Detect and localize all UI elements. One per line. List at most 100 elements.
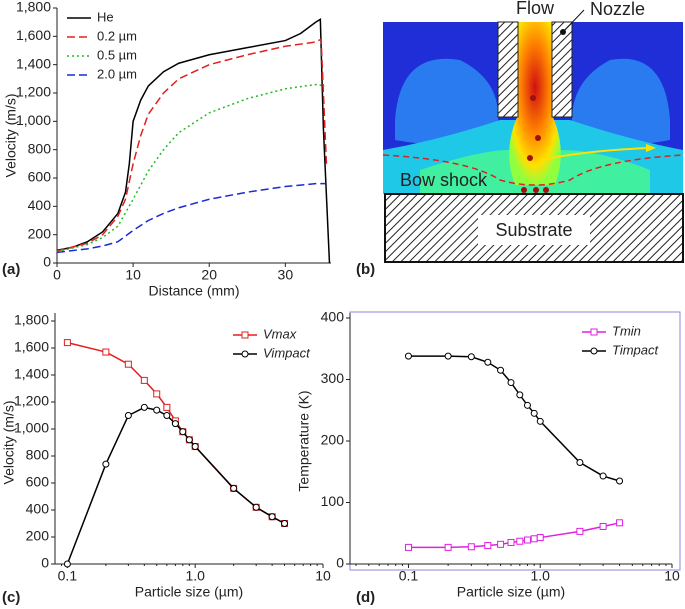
series-line (56, 18, 331, 264)
marker (507, 379, 515, 387)
y-tick-label: 1,400 (14, 366, 49, 382)
y-tick-label: 0 (43, 254, 51, 270)
marker (484, 542, 492, 550)
marker (230, 484, 238, 492)
marker (153, 406, 161, 414)
legend-label: 0.5 µm (97, 47, 137, 62)
y-tick-label: 1,600 (16, 27, 51, 43)
marker (444, 543, 452, 551)
particle (521, 187, 527, 193)
y-tick-label: 1,200 (16, 84, 51, 100)
x-tick-label: 0.1 (58, 568, 78, 584)
bow-shock-label: Bow shock (400, 170, 488, 190)
bow-shock-line (382, 154, 684, 186)
flow-arrow (539, 147, 651, 161)
marker (497, 540, 505, 548)
marker (616, 519, 624, 527)
y-tick-label: 0 (336, 555, 344, 571)
y-axis-label: Velocity (m/s) (3, 93, 19, 177)
marker (163, 403, 171, 411)
panel-label: (b) (356, 261, 375, 278)
legend-label: Timpact (612, 342, 660, 357)
marker (63, 560, 71, 568)
y-tick-label: 800 (26, 447, 50, 463)
y-tick-label: 1,600 (14, 339, 49, 355)
marker (124, 412, 132, 419)
marker (497, 366, 505, 374)
x-tick-label: 20 (201, 267, 217, 283)
marker (467, 543, 475, 551)
marker (516, 391, 524, 399)
marker (523, 401, 531, 409)
simulation-diagram: Flow Nozzle Bow shock Substrate (382, 0, 684, 263)
nozzle-label: Nozzle (590, 0, 645, 19)
marker (484, 358, 492, 366)
x-tick-label: 10 (315, 568, 331, 584)
marker (102, 348, 110, 356)
x-tick-label: 10 (664, 568, 680, 584)
x-tick-label: 0.1 (399, 568, 419, 584)
marker (444, 352, 452, 360)
marker (599, 472, 607, 480)
marker (507, 538, 515, 546)
y-tick-label: 1,000 (14, 420, 49, 436)
y-tick-label: 400 (321, 309, 345, 325)
panel-label: (a) (2, 261, 20, 278)
x-tick-label: 30 (278, 267, 294, 283)
marker (268, 513, 276, 521)
vortex (572, 58, 670, 145)
y-tick-label: 1,800 (14, 312, 49, 328)
marker (599, 522, 607, 530)
marker (140, 376, 148, 384)
marker (140, 403, 148, 411)
x-axis-label: Particle size (µm) (135, 584, 243, 600)
series-line (408, 355, 620, 482)
substrate-label-box (478, 215, 590, 245)
vortex (395, 58, 499, 145)
nozzle-pointer (562, 9, 585, 33)
y-axis-label: Temperature (K) (296, 390, 312, 491)
flow-label: Flow (516, 0, 555, 18)
x-tick-label: 1.0 (185, 568, 205, 584)
plume (509, 22, 561, 185)
legend-label: Vimpact (263, 345, 311, 360)
x-tick-label: 10 (125, 267, 141, 283)
series-line (56, 182, 326, 254)
legend-marker (590, 328, 598, 336)
marker (171, 420, 179, 428)
marker (185, 436, 193, 444)
y-tick-label: 1,200 (14, 393, 49, 409)
particle (543, 187, 549, 193)
legend-label: 0.2 µm (97, 28, 137, 43)
series-line (56, 37, 328, 252)
panel-label: (d) (356, 589, 375, 606)
marker (404, 543, 412, 551)
marker (63, 339, 71, 347)
particle (530, 95, 536, 101)
marker (536, 417, 544, 425)
legend-label: 2.0 µm (97, 66, 137, 81)
legend-marker (590, 347, 598, 355)
marker (530, 535, 538, 543)
y-axis-label: Velocity (m/s) (1, 400, 17, 484)
y-tick-label: 200 (321, 432, 345, 448)
marker (576, 527, 584, 535)
legend-label: He (97, 9, 114, 24)
marker (536, 534, 544, 542)
particle (535, 135, 541, 141)
y-tick-label: 800 (28, 140, 52, 156)
marker (530, 409, 538, 417)
legend-label: Tmin (612, 323, 641, 338)
y-tick-label: 600 (28, 169, 52, 185)
y-tick-label: 1,000 (16, 112, 51, 128)
panel-label: (c) (2, 589, 20, 606)
y-tick-label: 400 (28, 197, 52, 213)
y-tick-label: 200 (26, 528, 50, 544)
series-line (67, 341, 285, 525)
substrate-label: Substrate (495, 220, 572, 240)
marker (163, 412, 171, 419)
y-tick-label: 300 (321, 370, 345, 386)
marker (252, 503, 260, 511)
nozzle-wall (497, 21, 519, 118)
